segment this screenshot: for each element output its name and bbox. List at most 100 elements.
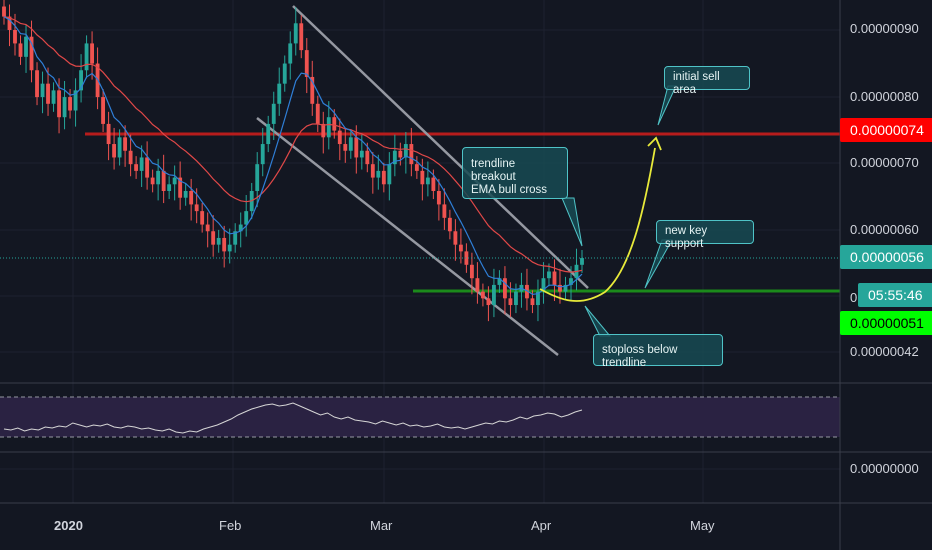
candle-body (475, 278, 480, 292)
support-price-tag: 0.00000051 (840, 311, 932, 335)
candle-body (425, 177, 430, 185)
price-tick-60: 0.00000060 (850, 222, 919, 237)
candle-body (310, 76, 315, 104)
annotation-stoploss[interactable]: stoploss below trendline (593, 334, 723, 369)
candle-body (365, 150, 370, 165)
candle-body (414, 164, 419, 171)
candle-body (398, 150, 403, 158)
candle-body (18, 43, 23, 57)
candle-body (359, 150, 364, 158)
candle-body (62, 97, 67, 118)
candle-body (40, 83, 45, 98)
price-tick-partial: 0. (850, 290, 861, 305)
rsi-band (0, 397, 840, 437)
candle-body (326, 117, 331, 138)
candle-body (90, 43, 95, 64)
candle-body (387, 164, 392, 185)
candle-body (348, 137, 353, 151)
candle-body (13, 30, 17, 44)
candle-body (503, 278, 507, 299)
candle-body (370, 164, 375, 178)
price-tick-42: 0.00000042 (850, 344, 919, 359)
candle-body (431, 177, 436, 191)
annotation-initial-sell-area[interactable]: initial sell area (664, 66, 750, 96)
annotation-text-line1: trendline breakout (471, 158, 516, 183)
candle-body (35, 70, 39, 98)
candle-body (233, 231, 238, 245)
candle-body (447, 217, 452, 232)
candle-body (304, 50, 309, 77)
candle-body (227, 244, 232, 252)
callout-pointer-stoploss (584, 305, 612, 337)
candle-body (536, 291, 540, 306)
annotation-text: new key support (665, 225, 708, 250)
candle-body (156, 170, 161, 185)
candle-body (497, 278, 502, 285)
descending-channel[interactable] (256, 5, 589, 356)
candle-body (530, 298, 535, 306)
candle-body (211, 231, 216, 245)
candle-body (128, 150, 133, 165)
channel-upper-line[interactable] (292, 5, 589, 289)
last-price-tag: 0.00000056 (840, 245, 932, 269)
annotation-text: stoploss below trendline (602, 344, 678, 369)
countdown-tag: 05:55:46 (858, 283, 932, 307)
candle-body (541, 278, 546, 292)
channel-lower-line[interactable] (256, 117, 559, 356)
candle-body (57, 90, 61, 118)
candle-body (24, 36, 28, 57)
candle-body (139, 157, 144, 171)
candle-body (101, 97, 106, 124)
candle-body (293, 23, 298, 44)
candle-body (282, 63, 287, 84)
candle-body (491, 284, 496, 306)
candle-body (469, 264, 474, 279)
price-tick-80: 0.00000080 (850, 89, 919, 104)
candle-body (514, 291, 518, 306)
candle-body (189, 191, 194, 205)
candle-body (205, 224, 210, 232)
candle-body (464, 251, 469, 265)
price-tick-70: 0.00000070 (850, 155, 919, 170)
candle-body (321, 123, 326, 138)
price-tick-0: 0.00000000 (850, 461, 919, 476)
candle-body (288, 43, 293, 64)
candle-body (200, 211, 205, 225)
candle-body (271, 103, 276, 124)
candle-body (409, 144, 414, 165)
candle-body (354, 137, 359, 158)
candle-body (277, 83, 282, 104)
time-label-may: May (690, 518, 715, 533)
candle-body (376, 170, 381, 178)
annotation-text-line2: EMA bull cross (471, 184, 548, 196)
annotation-text: initial sell area (673, 71, 720, 96)
candle-body (547, 271, 551, 279)
candle-body (73, 90, 78, 111)
candle-body (183, 191, 188, 198)
candle-body (436, 191, 441, 205)
candle-body (392, 150, 397, 165)
candle-body (172, 177, 177, 185)
candle-body (150, 177, 155, 185)
candle-body (525, 284, 529, 299)
annotation-new-key-support[interactable]: new key support (656, 220, 754, 250)
candle-body (552, 271, 557, 285)
callout-pointer-breakout (561, 197, 583, 247)
annotation-trendline-breakout[interactable]: trendline breakout EMA bull cross (462, 147, 568, 199)
candle-body (194, 204, 199, 212)
price-tick-90: 0.00000090 (850, 21, 919, 36)
candles-group (2, 0, 584, 322)
candle-body (266, 123, 271, 145)
candle-body (315, 103, 320, 124)
horizontal-levels[interactable] (85, 132, 840, 293)
candle-body (453, 231, 458, 245)
projection-arrowhead (647, 136, 662, 151)
projection-curve (539, 147, 656, 302)
candle-body (145, 157, 150, 178)
time-label-2020: 2020 (54, 518, 83, 533)
candle-body (508, 298, 513, 306)
candle-body (343, 144, 348, 151)
candle-body (332, 117, 337, 131)
candle-body (480, 291, 485, 299)
